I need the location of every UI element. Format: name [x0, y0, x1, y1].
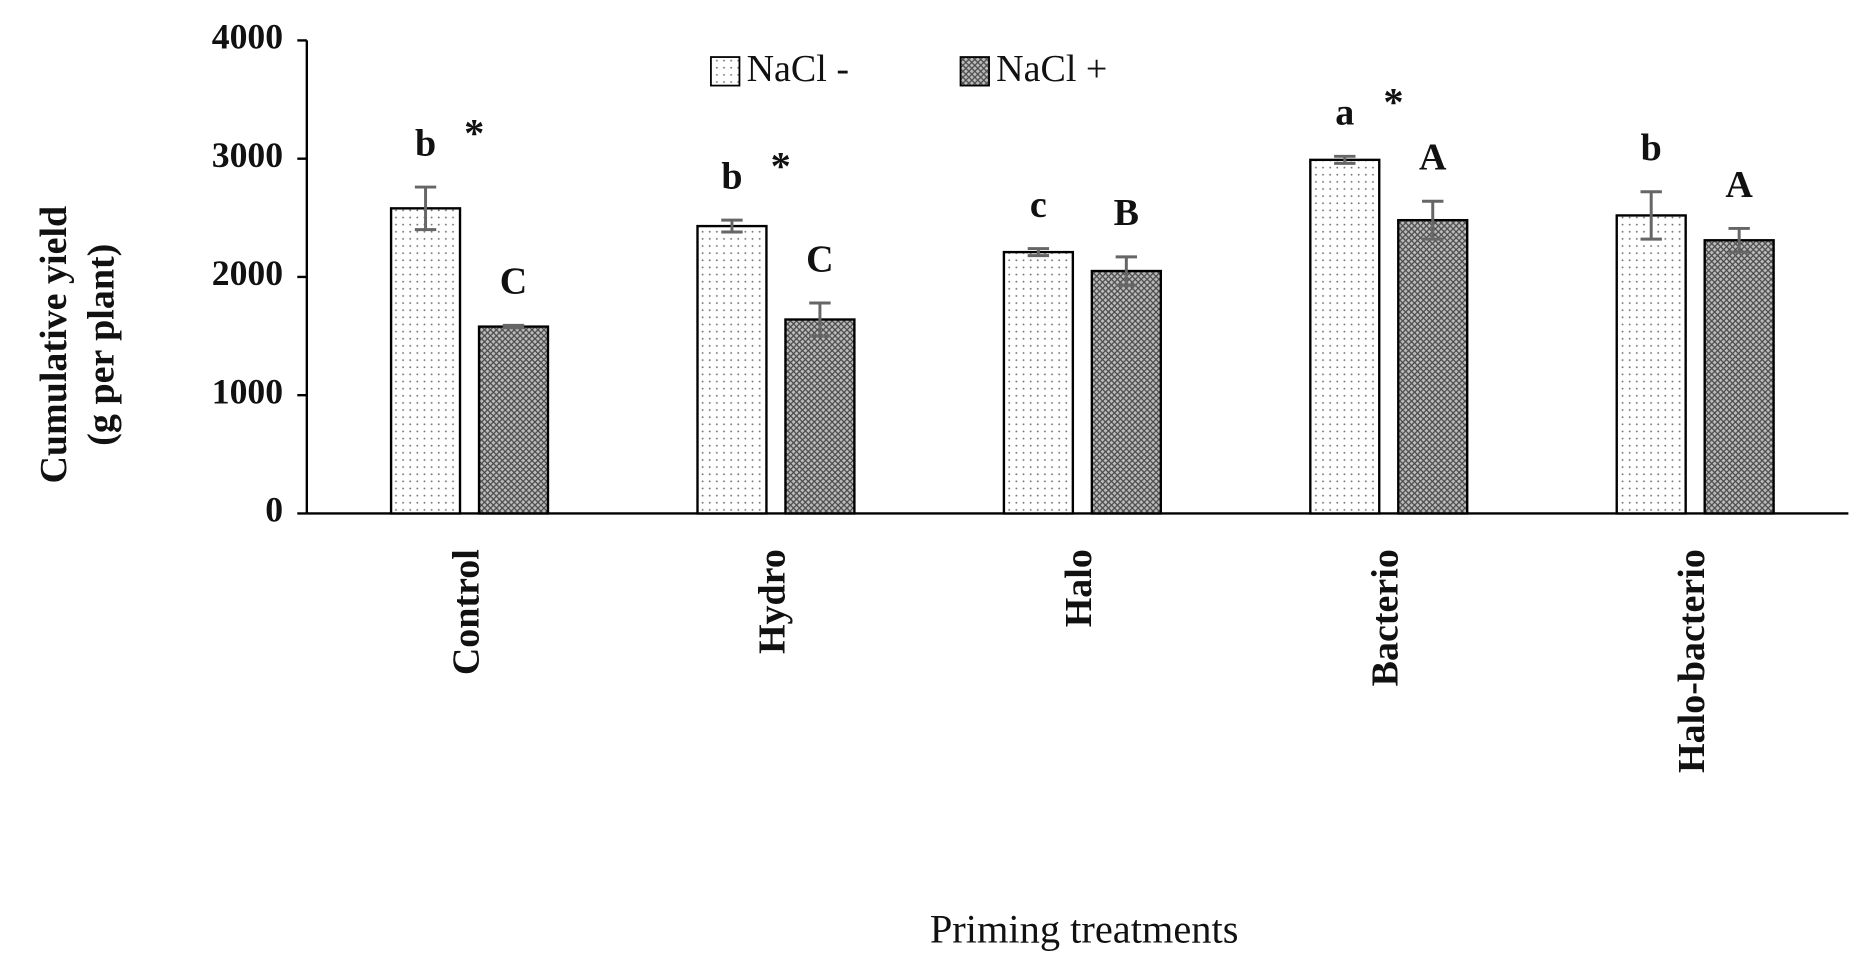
x-axis-title: Priming treatments [930, 906, 1239, 951]
y-tick-label: 1000 [212, 371, 283, 411]
bar [1703, 239, 1775, 515]
significance-marker: * [771, 144, 791, 189]
error-bar [721, 218, 743, 234]
bar [1309, 158, 1381, 515]
error-bar [1422, 199, 1444, 241]
error-bar [809, 301, 831, 338]
x-tick-label: Halo-bacterio [1671, 549, 1713, 773]
error-bar [1115, 255, 1138, 287]
y-tick-label: 2000 [212, 253, 283, 293]
bar [784, 318, 856, 515]
y-axis-title: Cumulative yield [33, 206, 75, 484]
bar [696, 224, 768, 515]
significance-letter: b [721, 155, 742, 197]
significance-marker: * [1383, 80, 1403, 125]
significance-letter: a [1335, 92, 1354, 134]
legend-swatch [710, 56, 741, 87]
error-bar [502, 323, 525, 330]
y-tick-label: 3000 [212, 135, 283, 175]
error-bar [414, 185, 437, 232]
significance-marker: * [464, 110, 484, 155]
bar [1397, 218, 1469, 515]
x-tick-label: Hydro [752, 549, 794, 654]
error-bar [1640, 190, 1662, 241]
significance-letter: A [1419, 137, 1447, 179]
bar [1002, 250, 1075, 515]
y-tick-label: 0 [265, 490, 283, 530]
error-bar [1334, 154, 1356, 165]
bar [1615, 214, 1687, 515]
bar [389, 207, 462, 515]
legend-swatch [959, 56, 990, 87]
significance-letter: b [415, 122, 436, 164]
significance-letter: A [1725, 164, 1753, 206]
bar [1090, 269, 1162, 515]
legend-label: NaCl + [996, 48, 1107, 90]
significance-letter: B [1114, 192, 1139, 234]
significance-letter: C [806, 238, 833, 280]
error-bar [1728, 226, 1750, 254]
bar [477, 325, 550, 515]
x-tick-label: Halo [1058, 549, 1100, 627]
error-bar [1027, 247, 1050, 258]
y-axis-title: (g per plant) [80, 244, 122, 446]
x-tick-label: Bacterio [1364, 549, 1406, 686]
significance-letter: C [500, 261, 527, 303]
significance-letter: b [1641, 127, 1662, 169]
significance-letter: c [1030, 184, 1047, 226]
y-tick-label: 4000 [212, 17, 283, 57]
x-tick-label: Control [445, 549, 487, 675]
legend-label: NaCl - [747, 48, 849, 90]
